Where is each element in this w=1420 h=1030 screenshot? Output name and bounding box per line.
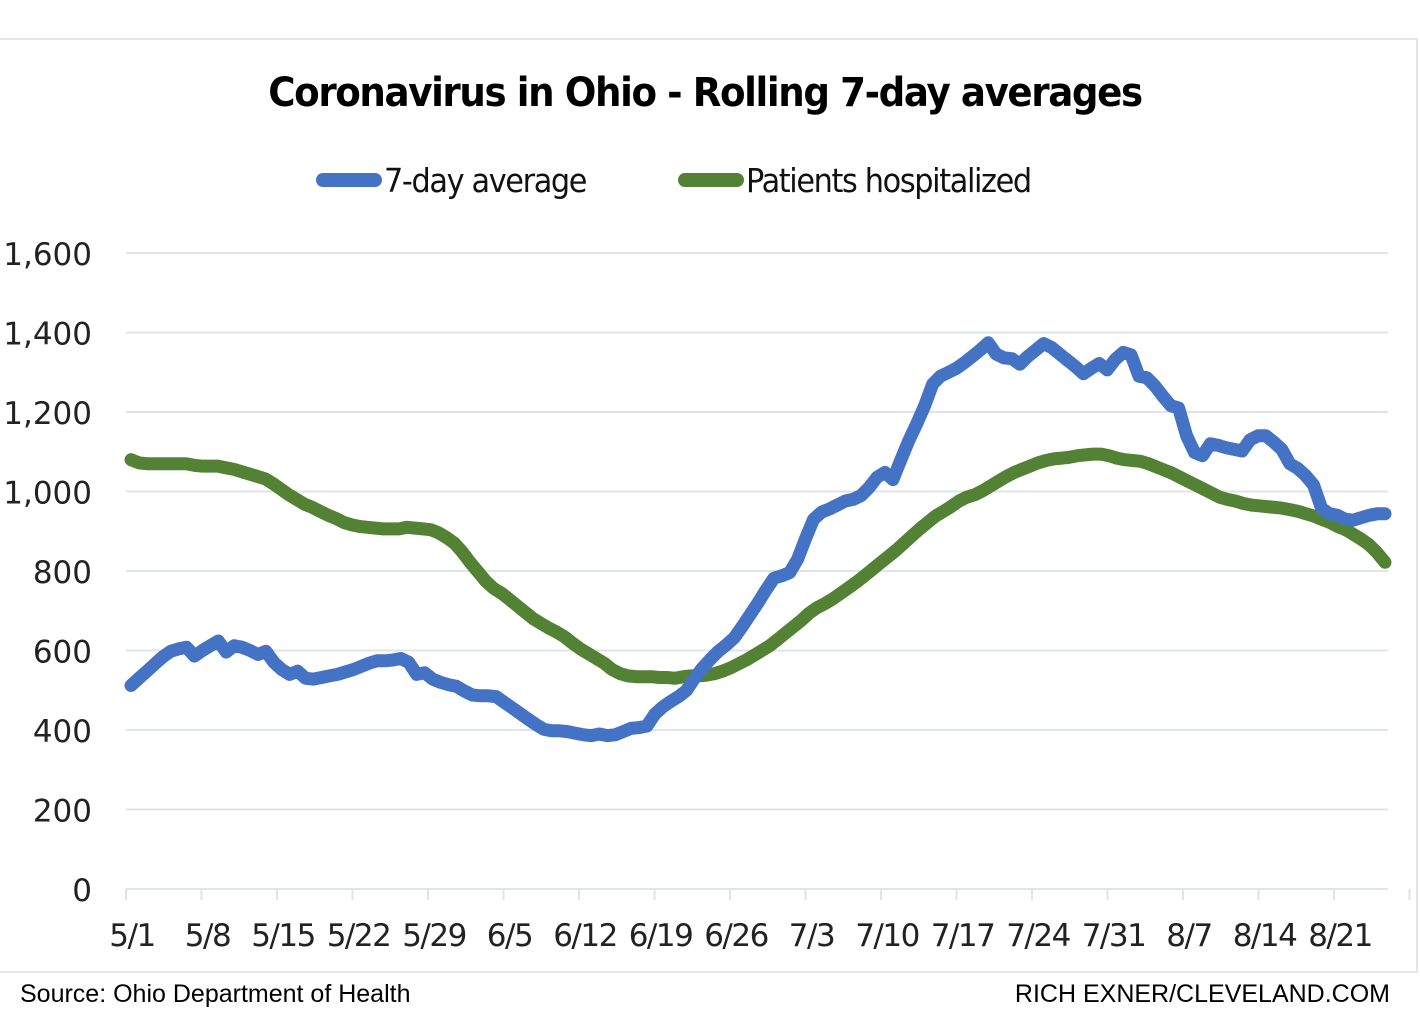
y-tick-label: 1,000 (3, 476, 92, 512)
x-tick-label: 5/15 (251, 918, 315, 954)
x-tick-label: 5/1 (109, 918, 154, 954)
legend-swatch-patients-hospitalized (678, 173, 744, 187)
y-tick-label: 400 (33, 714, 92, 750)
x-tick-label: 6/5 (487, 918, 532, 954)
x-tick-label: 7/3 (789, 918, 834, 954)
y-tick-label: 800 (33, 555, 92, 591)
legend-item-patients-hospitalized: Patients hospitalized (678, 158, 1056, 202)
y-tick-label: 600 (33, 635, 92, 671)
x-axis (125, 888, 1411, 900)
x-tick-label: 7/31 (1082, 918, 1146, 954)
credit-note: RICH EXNER/CLEVELAND.COM (1014, 980, 1390, 1008)
y-axis-tick-labels: 0 200 400 600 800 1,000 1,200 1,400 1,600 (3, 237, 92, 909)
series-lines (124, 336, 1392, 743)
x-tick-label: 7/17 (931, 918, 995, 954)
legend-label-patients-hospitalized: Patients hospitalized (746, 160, 1032, 200)
x-tick-label: 5/8 (185, 918, 230, 954)
chart-title: Coronavirus in Ohio - Rolling 7-day aver… (268, 70, 1143, 116)
x-tick-label: 8/14 (1233, 918, 1297, 954)
x-tick-label: 7/10 (855, 918, 919, 954)
x-tick-label: 5/29 (402, 918, 466, 954)
y-tick-label: 1,600 (3, 237, 92, 273)
x-tick-label: 6/26 (704, 918, 768, 954)
legend-label-7-day-average: 7-day average (384, 160, 587, 200)
x-tick-label: 8/7 (1166, 918, 1211, 954)
x-tick-label: 8/21 (1308, 918, 1372, 954)
legend-swatch-7-day-average (316, 173, 382, 187)
gridlines (126, 252, 1388, 811)
x-tick-label: 5/22 (327, 918, 391, 954)
y-tick-label: 1,200 (3, 396, 92, 432)
chart-frame (0, 38, 1418, 973)
source-note: Source: Ohio Department of Health (20, 980, 411, 1008)
y-tick-label: 200 (33, 794, 92, 830)
series-line-patients-hospitalized (124, 447, 1392, 685)
y-tick-label: 1,400 (3, 317, 92, 353)
y-tick-label: 0 (72, 873, 92, 909)
x-tick-label: 7/24 (1006, 918, 1070, 954)
x-tick-label: 6/12 (553, 918, 617, 954)
x-axis-tick-labels: 5/1 5/8 5/15 5/22 5/29 6/5 6/12 6/19 6/26 7/3 7/10… (109, 918, 1373, 954)
x-tick-label: 6/19 (629, 918, 693, 954)
chart-legend: 7-day average Patients hospitalized (0, 158, 1420, 202)
series-line-7-day-average (124, 336, 1392, 743)
legend-item-7-day-average: 7-day average (316, 158, 604, 202)
